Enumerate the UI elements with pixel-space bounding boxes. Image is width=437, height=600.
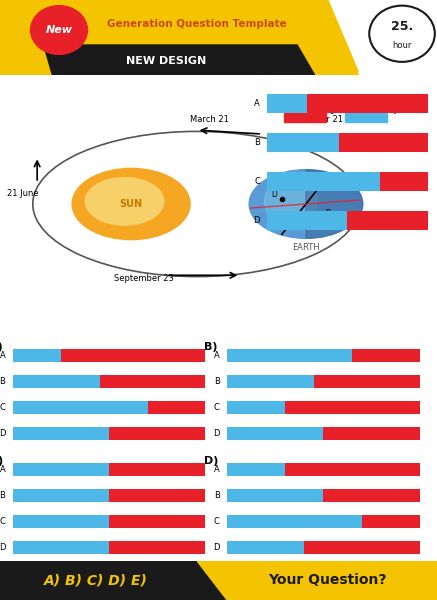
Circle shape [249, 170, 363, 238]
Bar [304, 541, 420, 554]
Bar [61, 349, 205, 362]
Text: Your Question?: Your Question? [268, 574, 387, 587]
Bar [109, 463, 205, 476]
Text: B: B [0, 491, 5, 500]
Text: A: A [0, 464, 5, 473]
Bar [148, 401, 205, 414]
Text: C: C [295, 214, 300, 223]
Text: : Night: : Night [317, 105, 343, 114]
Bar [13, 349, 61, 362]
Ellipse shape [264, 178, 317, 225]
Circle shape [72, 169, 190, 239]
Bar [13, 401, 148, 414]
Bar [227, 427, 323, 440]
Bar [227, 401, 285, 414]
Text: September 23: September 23 [114, 274, 174, 283]
Bar [109, 541, 205, 554]
FancyBboxPatch shape [284, 97, 326, 122]
Circle shape [85, 178, 164, 225]
Bar [13, 427, 109, 440]
Text: A: A [0, 350, 5, 359]
FancyBboxPatch shape [345, 97, 387, 122]
Text: D: D [213, 430, 219, 439]
Bar [109, 427, 205, 440]
Bar [227, 463, 285, 476]
Polygon shape [0, 0, 358, 75]
Text: : Day: : Day [378, 105, 398, 114]
Bar [267, 211, 347, 230]
Polygon shape [0, 561, 227, 600]
Text: B): B) [204, 342, 218, 352]
Bar [267, 94, 307, 113]
Text: A: A [214, 464, 219, 473]
Text: D): D) [204, 456, 218, 466]
Polygon shape [44, 45, 315, 75]
Bar [307, 94, 428, 113]
Bar [109, 515, 205, 528]
Text: NEW DESIGN: NEW DESIGN [126, 56, 206, 66]
Polygon shape [197, 561, 437, 600]
Text: D: D [253, 216, 260, 225]
Text: C: C [0, 517, 5, 526]
Polygon shape [0, 0, 358, 72]
Text: A: A [254, 99, 260, 108]
Text: C): C) [0, 456, 3, 466]
Text: C: C [214, 403, 219, 412]
Text: Generation Question Template: Generation Question Template [107, 19, 287, 29]
Bar [352, 349, 420, 362]
Text: SUN: SUN [120, 199, 142, 209]
Bar [267, 133, 340, 152]
Text: D: D [271, 190, 277, 199]
Bar [285, 401, 420, 414]
Text: B: B [214, 377, 219, 386]
Text: A): A) [0, 342, 4, 352]
Text: EARTH: EARTH [292, 243, 320, 252]
Text: B: B [326, 209, 331, 218]
Bar [314, 375, 420, 388]
Text: March 21: March 21 [191, 115, 229, 124]
Bar [285, 463, 420, 476]
Bar [227, 375, 314, 388]
Text: A: A [330, 177, 335, 186]
Text: New: New [45, 25, 73, 35]
Bar [100, 375, 205, 388]
Circle shape [31, 5, 87, 55]
Text: 21 June: 21 June [7, 189, 38, 198]
Text: B: B [0, 377, 5, 386]
Text: C: C [254, 177, 260, 186]
Bar [109, 489, 205, 502]
Text: A) B) C) D) E): A) B) C) D) E) [44, 574, 148, 587]
Text: B: B [214, 491, 219, 500]
Bar [13, 541, 109, 554]
Text: December 21: December 21 [286, 115, 343, 124]
Text: C: C [0, 403, 5, 412]
Bar [362, 515, 420, 528]
Text: D: D [0, 544, 5, 553]
Text: B: B [254, 138, 260, 147]
Bar [323, 427, 420, 440]
Circle shape [369, 5, 435, 62]
Wedge shape [306, 170, 363, 238]
Bar [13, 489, 109, 502]
Text: hour: hour [392, 40, 412, 49]
Bar [380, 172, 428, 191]
Bar [323, 489, 420, 502]
Bar [227, 541, 304, 554]
Text: D: D [0, 430, 5, 439]
Bar [227, 349, 352, 362]
Bar [340, 133, 428, 152]
Text: C: C [214, 517, 219, 526]
Bar [13, 515, 109, 528]
Bar [347, 211, 428, 230]
Text: D: D [213, 544, 219, 553]
Bar [227, 489, 323, 502]
Bar [227, 515, 362, 528]
Text: 25.: 25. [391, 20, 413, 33]
Text: A: A [214, 350, 219, 359]
Bar [13, 375, 100, 388]
Bar [267, 172, 380, 191]
Bar [13, 463, 109, 476]
